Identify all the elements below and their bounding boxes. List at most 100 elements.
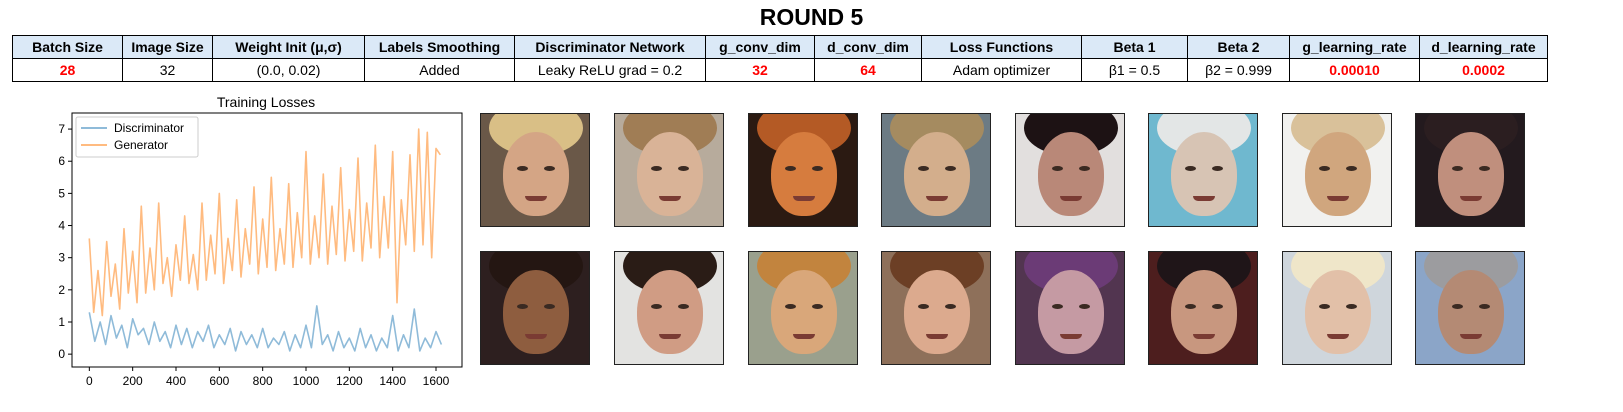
face-eye xyxy=(785,166,796,171)
generated-face-image xyxy=(614,113,724,227)
face-mouth xyxy=(525,196,547,201)
value-discriminator-network: Leaky ReLU grad = 0.2 xyxy=(514,58,706,82)
x-tick-label: 400 xyxy=(166,374,186,388)
generated-face-image xyxy=(1148,251,1258,365)
generated-face-image xyxy=(881,251,991,365)
value-g-conv-dim: 32 xyxy=(705,58,815,82)
loss-chart-svg: Training Losses 0 1 2 3 4 5 6 7 0 200 400 600 800 10… xyxy=(58,94,463,388)
generated-face-image xyxy=(614,251,724,365)
header-g-learning-rate: g_learning_rate xyxy=(1289,35,1420,59)
face-skin xyxy=(1305,132,1371,216)
x-tick-label: 600 xyxy=(209,374,229,388)
y-tick-label: 5 xyxy=(58,186,65,200)
face-eye xyxy=(1212,166,1223,171)
face-skin xyxy=(1038,270,1104,354)
face-skin xyxy=(1438,132,1504,216)
face-mouth xyxy=(793,334,815,339)
header-d-learning-rate: d_learning_rate xyxy=(1419,35,1548,59)
face-eye xyxy=(1052,304,1063,309)
face-eye xyxy=(945,166,956,171)
face-skin xyxy=(503,270,569,354)
value-batch-size: 28 xyxy=(12,58,123,82)
face-mouth xyxy=(1460,334,1482,339)
face-eye xyxy=(945,304,956,309)
x-tick-label: 1200 xyxy=(336,374,363,388)
table-value-row: 28 32 (0.0, 0.02) Added Leaky ReLU grad … xyxy=(12,58,1548,82)
y-axis-ticks: 0 1 2 3 4 5 6 7 xyxy=(58,122,72,361)
face-eye xyxy=(1452,304,1463,309)
face-eye xyxy=(1346,166,1357,171)
face-mouth xyxy=(926,334,948,339)
x-tick-label: 200 xyxy=(123,374,143,388)
y-tick-label: 0 xyxy=(58,347,65,361)
face-eye xyxy=(678,166,689,171)
face-mouth xyxy=(926,196,948,201)
x-axis-ticks: 0 200 400 600 800 1000 1200 1400 1600 xyxy=(86,367,450,388)
page-title: ROUND 5 xyxy=(759,4,864,30)
face-eye xyxy=(1319,166,1330,171)
header-beta-1: Beta 1 xyxy=(1081,35,1188,59)
legend-label-discriminator: Discriminator xyxy=(114,121,184,135)
y-tick-label: 3 xyxy=(58,251,65,265)
value-beta-1: β1 = 0.5 xyxy=(1081,58,1188,82)
face-eye xyxy=(544,304,555,309)
value-d-conv-dim: 64 xyxy=(814,58,922,82)
face-eye xyxy=(1452,166,1463,171)
face-eye xyxy=(1479,304,1490,309)
face-skin xyxy=(904,270,970,354)
value-beta-2: β2 = 0.999 xyxy=(1187,58,1290,82)
table-header-row: Batch Size Image Size Weight Init (μ,σ) … xyxy=(12,35,1548,59)
generated-face-image xyxy=(1148,113,1258,227)
chart-title: Training Losses xyxy=(217,94,315,110)
face-skin xyxy=(771,270,837,354)
face-mouth xyxy=(1060,334,1082,339)
generated-face-image xyxy=(1415,251,1525,365)
header-beta-2: Beta 2 xyxy=(1187,35,1290,59)
legend: Discriminator Generator xyxy=(75,116,199,158)
x-tick-label: 1400 xyxy=(379,374,406,388)
face-skin xyxy=(1305,270,1371,354)
face-skin xyxy=(503,132,569,216)
series-line-discriminator xyxy=(88,305,443,352)
header-labels-smoothing: Labels Smoothing xyxy=(364,35,515,59)
series-layer xyxy=(88,128,443,352)
face-skin xyxy=(1171,270,1237,354)
face-mouth xyxy=(1193,196,1215,201)
face-eye xyxy=(918,166,929,171)
generated-face-image xyxy=(1282,251,1392,365)
face-mouth xyxy=(1060,196,1082,201)
face-eye xyxy=(1079,304,1090,309)
x-tick-label: 0 xyxy=(86,374,93,388)
generated-face-image xyxy=(1015,113,1125,227)
y-tick-label: 4 xyxy=(58,219,65,233)
generated-face-image xyxy=(748,113,858,227)
face-mouth xyxy=(793,196,815,201)
face-eye xyxy=(812,304,823,309)
value-image-size: 32 xyxy=(122,58,213,82)
face-eye xyxy=(1479,166,1490,171)
header-g-conv-dim: g_conv_dim xyxy=(705,35,815,59)
face-eye xyxy=(812,166,823,171)
face-eye xyxy=(651,304,662,309)
face-skin xyxy=(1438,270,1504,354)
face-eye xyxy=(1346,304,1357,309)
header-d-conv-dim: d_conv_dim xyxy=(814,35,922,59)
value-d-learning-rate: 0.0002 xyxy=(1419,58,1548,82)
x-tick-label: 1600 xyxy=(423,374,450,388)
face-skin xyxy=(904,132,970,216)
face-eye xyxy=(1185,304,1196,309)
training-losses-chart: Training Losses 0 1 2 3 4 5 6 7 0 200 400 600 800 10… xyxy=(40,90,480,390)
header-weight-init: Weight Init (μ,σ) xyxy=(212,35,365,59)
face-eye xyxy=(544,166,555,171)
generated-face-image xyxy=(1282,113,1392,227)
legend-label-generator: Generator xyxy=(114,138,168,152)
face-skin xyxy=(1171,132,1237,216)
face-mouth xyxy=(659,334,681,339)
face-mouth xyxy=(659,196,681,201)
generated-face-image xyxy=(480,113,590,227)
series-line-generator xyxy=(88,128,441,317)
value-labels-smoothing: Added xyxy=(364,58,515,82)
face-eye xyxy=(651,166,662,171)
face-eye xyxy=(1052,166,1063,171)
